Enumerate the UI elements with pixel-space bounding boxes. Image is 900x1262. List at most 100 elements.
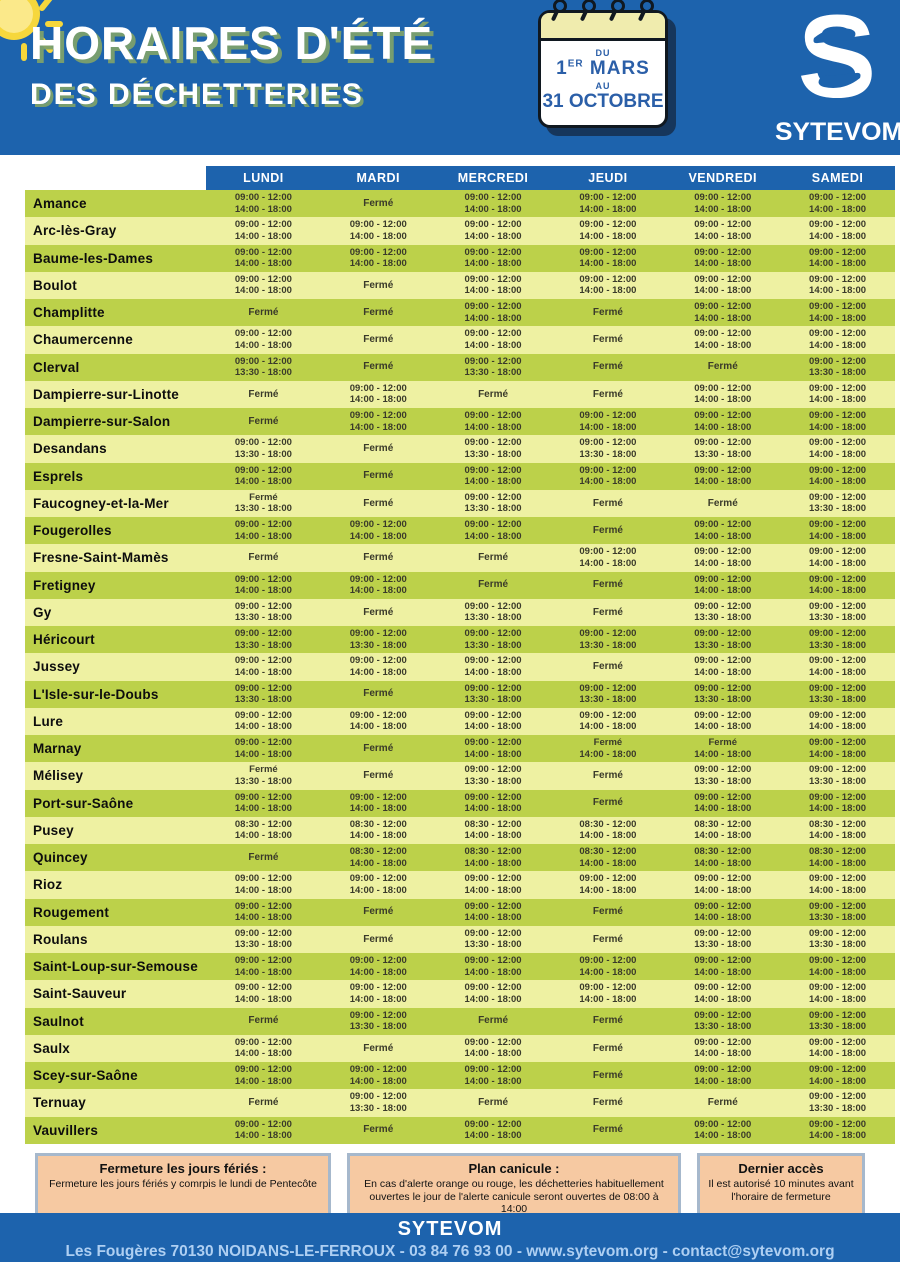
hours-line: 09:00 - 12:00 xyxy=(234,709,292,721)
hours-line: 09:00 - 12:00 xyxy=(809,328,867,340)
town-name: Amance xyxy=(33,196,87,212)
hours-line: 09:00 - 12:00 xyxy=(809,1118,867,1130)
hours-cell: 09:00 - 12:00 13:30 - 18:00 xyxy=(551,435,666,462)
hours-line: 09:00 - 12:00 xyxy=(464,192,522,204)
hours-line: 09:00 - 12:00 xyxy=(809,382,867,394)
holiday-closure-title: Fermeture les jours fériés : xyxy=(99,1161,267,1176)
hours-line: 13:30 - 18:00 xyxy=(464,612,522,624)
hours-line: Fermé xyxy=(248,552,279,564)
hours-line: 09:00 - 12:00 xyxy=(464,927,522,939)
hours-line: Fermé xyxy=(592,388,623,400)
hours-line: 14:00 - 18:00 xyxy=(579,966,637,978)
hours-line: 14:00 - 18:00 xyxy=(694,476,752,488)
hours-cell: 09:00 - 12:00 13:30 - 18:00 xyxy=(780,354,895,381)
hours-line: 14:00 - 18:00 xyxy=(234,285,292,297)
hours-cell: 09:00 - 12:00 13:30 - 18:00 xyxy=(551,626,666,653)
hours-line: 09:00 - 12:00 xyxy=(809,682,867,694)
hours-cell: 09:00 - 12:00 14:00 - 18:00 xyxy=(321,980,436,1007)
day-header-vendredi: VENDREDI xyxy=(665,166,781,190)
hours-cell: 09:00 - 12:00 13:30 - 18:00 xyxy=(206,681,321,708)
hours-line: 09:00 - 12:00 xyxy=(809,927,867,939)
calendar-top-band xyxy=(541,0,665,41)
hours-cell: 09:00 - 12:00 14:00 - 18:00 xyxy=(665,953,780,980)
hours-cell: Fermé xyxy=(206,381,321,408)
hours-cell: 09:00 - 12:00 13:30 - 18:00 xyxy=(436,762,551,789)
hours-line: 13:30 - 18:00 xyxy=(809,1021,867,1033)
hours-cell: 09:00 - 12:00 13:30 - 18:00 xyxy=(665,926,780,953)
hours-line: Fermé xyxy=(248,415,279,427)
table-row: Amance 09:00 - 12:00 14:00 - 18:00 Fermé 09:… xyxy=(25,190,895,218)
hours-cell: 09:00 - 12:00 14:00 - 18:00 xyxy=(780,708,895,735)
hours-cell: 09:00 - 12:00 14:00 - 18:00 xyxy=(665,1035,780,1062)
hours-line: 13:30 - 18:00 xyxy=(349,1021,407,1033)
hours-cell: 09:00 - 12:00 14:00 - 18:00 xyxy=(780,1117,895,1144)
hours-line: 14:00 - 18:00 xyxy=(809,721,867,733)
hours-line: 09:00 - 12:00 xyxy=(464,328,522,340)
calendar-badge: DU 1ER MARS AU 31 OCTOBRE xyxy=(538,0,668,128)
calendar-ring-icon xyxy=(640,0,654,13)
hours-cell: 09:00 - 12:00 14:00 - 18:00 xyxy=(665,517,780,544)
hours-line: 14:00 - 18:00 xyxy=(809,585,867,597)
hours-line: 13:30 - 18:00 xyxy=(464,448,522,460)
hours-cell: Fermé xyxy=(551,1062,666,1089)
hours-line: 14:00 - 18:00 xyxy=(809,857,867,869)
hours-line: 13:30 - 18:00 xyxy=(349,639,407,651)
hours-cell: Fermé xyxy=(206,1089,321,1116)
hours-line: 09:00 - 12:00 xyxy=(464,682,522,694)
hours-line: 09:00 - 12:00 xyxy=(579,410,637,422)
hours-line: 09:00 - 12:00 xyxy=(234,464,292,476)
hours-line: 09:00 - 12:00 xyxy=(579,709,637,721)
hours-cell: 09:00 - 12:00 14:00 - 18:00 xyxy=(780,544,895,571)
hours-cell: 09:00 - 12:00 13:30 - 18:00 xyxy=(665,599,780,626)
hours-cell: 09:00 - 12:00 14:00 - 18:00 xyxy=(436,708,551,735)
hours-line: 14:00 - 18:00 xyxy=(694,312,752,324)
hours-line: Fermé xyxy=(249,764,278,776)
hours-line: 14:00 - 18:00 xyxy=(234,585,292,597)
hours-cell: Fermé xyxy=(321,190,436,217)
hours-line: 08:30 - 12:00 xyxy=(809,846,867,858)
hours-cell: 09:00 - 12:00 13:30 - 18:00 xyxy=(321,1089,436,1116)
hours-cell: Fermé xyxy=(321,926,436,953)
hours-line: 14:00 - 18:00 xyxy=(464,912,522,924)
hours-line: Fermé xyxy=(363,361,394,373)
hours-line: 09:00 - 12:00 xyxy=(464,273,522,285)
hours-line: 09:00 - 12:00 xyxy=(464,464,522,476)
hours-cell: 09:00 - 12:00 14:00 - 18:00 xyxy=(436,871,551,898)
hours-cell: 09:00 - 12:00 14:00 - 18:00 xyxy=(780,190,895,217)
hours-line: 09:00 - 12:00 xyxy=(694,1009,752,1021)
hours-cell: 09:00 - 12:00 13:30 - 18:00 xyxy=(780,626,895,653)
hours-cell: 09:00 - 12:00 13:30 - 18:00 xyxy=(665,626,780,653)
hours-line: 14:00 - 18:00 xyxy=(694,530,752,542)
hours-cell: Fermé xyxy=(551,762,666,789)
hours-line: 14:00 - 18:00 xyxy=(234,830,292,842)
hours-line: 09:00 - 12:00 xyxy=(694,628,752,640)
hours-line: 09:00 - 12:00 xyxy=(349,709,407,721)
hours-line: 09:00 - 12:00 xyxy=(809,791,867,803)
day-header-samedi: SAMEDI xyxy=(780,166,895,190)
hours-cell: Fermé xyxy=(321,490,436,517)
hours-cell: 09:00 - 12:00 14:00 - 18:00 xyxy=(436,953,551,980)
calendar-dates: DU 1ER MARS AU 31 OCTOBRE xyxy=(541,41,665,113)
hours-cell: Fermé xyxy=(551,790,666,817)
hours-line: 14:00 - 18:00 xyxy=(809,666,867,678)
hours-line: 14:00 - 18:00 xyxy=(809,884,867,896)
hours-line: 14:00 - 18:00 xyxy=(234,1048,292,1060)
hours-line: 09:00 - 12:00 xyxy=(694,382,752,394)
hours-line: 09:00 - 12:00 xyxy=(234,355,292,367)
hours-line: 14:00 - 18:00 xyxy=(809,339,867,351)
town-name: Chaumercenne xyxy=(33,332,133,348)
hours-cell: Fermé xyxy=(551,490,666,517)
hours-line: Fermé xyxy=(248,1097,279,1109)
hours-cell: 09:00 - 12:00 14:00 - 18:00 xyxy=(206,790,321,817)
hours-line: 09:00 - 12:00 xyxy=(234,1064,292,1076)
hours-cell: 09:00 - 12:00 14:00 - 18:00 xyxy=(665,980,780,1007)
hours-line: 14:00 - 18:00 xyxy=(349,884,407,896)
hours-cell: 09:00 - 12:00 14:00 - 18:00 xyxy=(665,899,780,926)
hours-cell: Fermé xyxy=(551,1008,666,1035)
hours-line: 09:00 - 12:00 xyxy=(464,1118,522,1130)
table-row: Baume-les-Dames 09:00 - 12:00 14:00 - 18:0… xyxy=(25,244,895,272)
hours-line: 09:00 - 12:00 xyxy=(579,546,637,558)
calendar-day-number: 1 xyxy=(556,58,568,79)
hours-line: 13:30 - 18:00 xyxy=(234,612,292,624)
hours-line: 09:00 - 12:00 xyxy=(234,682,292,694)
